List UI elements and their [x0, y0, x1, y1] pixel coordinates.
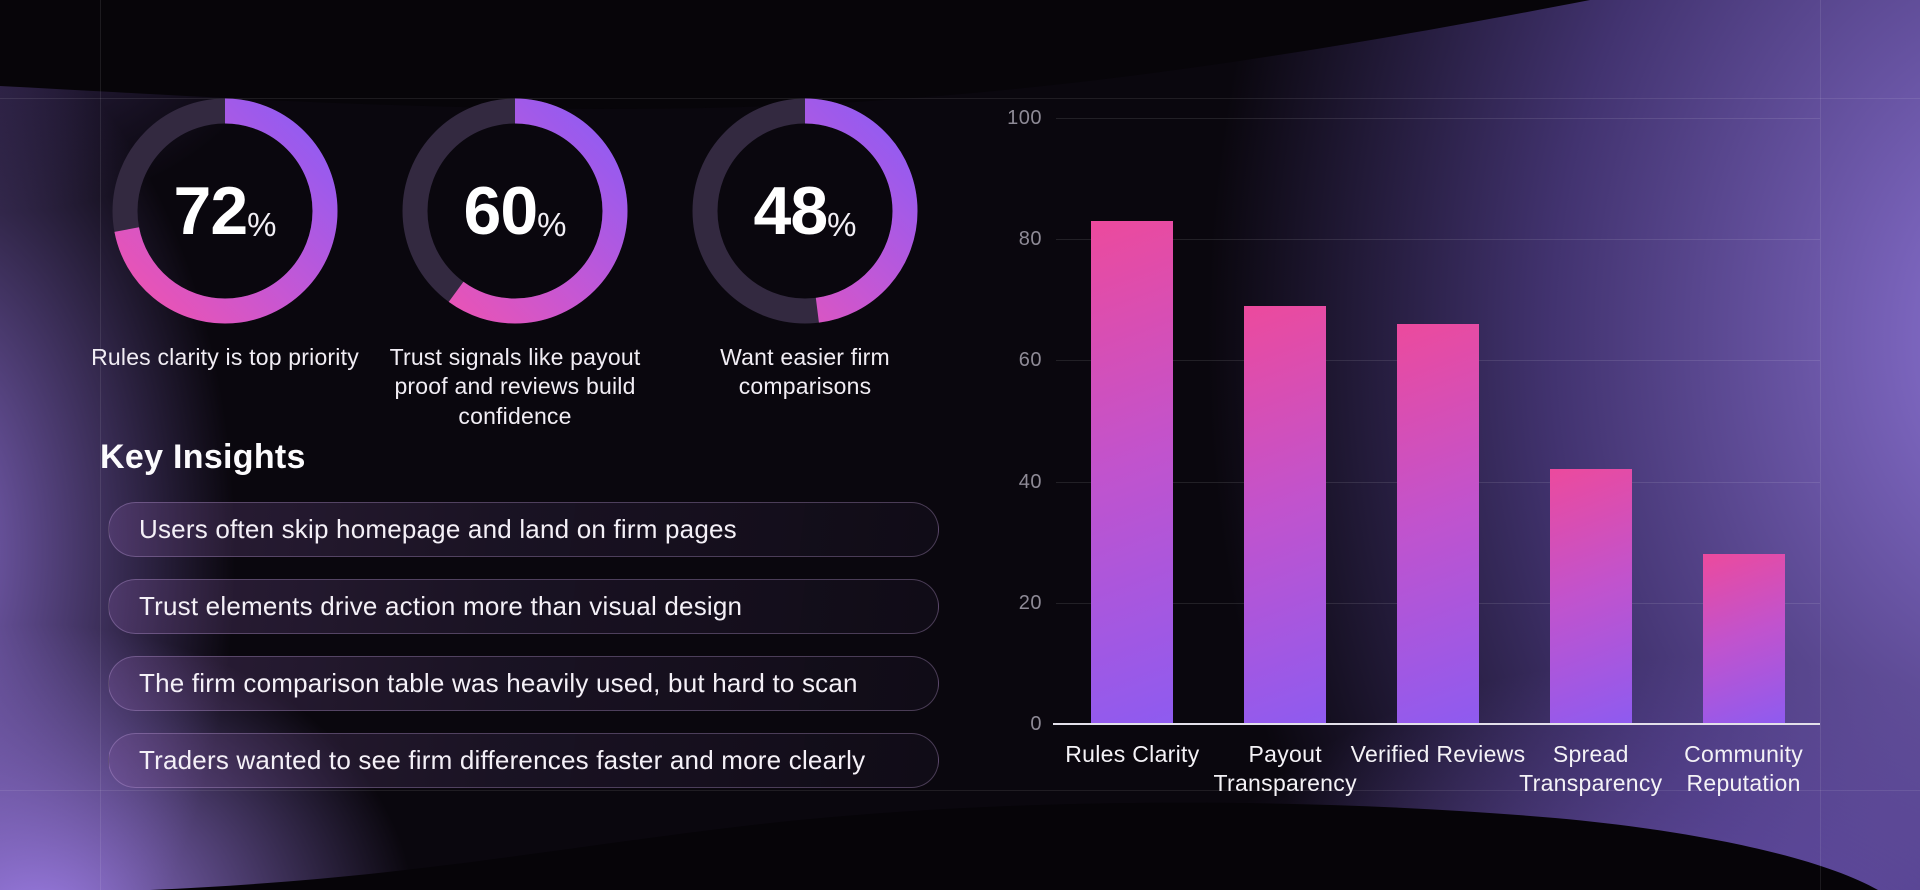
insight-text: Traders wanted to see firm differences f…	[139, 745, 866, 775]
donut-arc	[692, 98, 918, 324]
donut-percent-number: 60	[463, 173, 539, 249]
insight-text: Users often skip homepage and land on fi…	[139, 514, 737, 544]
bar	[1397, 324, 1479, 724]
insight-pill: Users often skip homepage and land on fi…	[108, 502, 939, 557]
insight-text: Trust elements drive action more than vi…	[139, 591, 743, 621]
insight-pill: Traders wanted to see firm differences f…	[108, 733, 939, 788]
bar	[1549, 469, 1632, 724]
x-axis-category-label: Verified Reviews	[1350, 741, 1526, 767]
insight-pill: Trust elements drive action more than vi…	[108, 579, 939, 634]
y-axis-tick-label: 20	[1018, 591, 1042, 614]
insight-pill: The firm comparison table was heavily us…	[108, 656, 939, 711]
donut-ring	[402, 98, 628, 324]
y-axis-tick-label: 0	[1030, 713, 1042, 735]
chart-gridline	[1056, 118, 1820, 119]
y-axis-tick-label: 80	[1018, 228, 1042, 251]
y-axis-tick-label: 100	[1007, 107, 1042, 129]
x-axis-category-label: Payout Transparency	[1213, 741, 1357, 796]
donut-stat: 48%	[685, 91, 925, 331]
donut-percent-number: 48	[753, 173, 829, 249]
frame-line-right	[1820, 0, 1821, 890]
x-axis-line	[1053, 723, 1820, 725]
donut-arc	[112, 98, 338, 324]
bar	[1702, 554, 1785, 724]
key-insights-title: Key Insights	[100, 438, 306, 476]
donut-percent-number: 72	[173, 173, 249, 249]
frame-line-bottom	[0, 790, 1920, 791]
donut-caption: Rules clarity is top priority	[91, 344, 359, 370]
donut-value: 60%	[395, 91, 635, 331]
donut-caption: Trust signals like payout proof and revi…	[389, 344, 641, 429]
donut-ring	[692, 98, 918, 324]
bar	[1244, 305, 1327, 724]
donut-percent-sign: %	[247, 205, 277, 243]
x-axis-category-label: Community Reputation	[1684, 741, 1804, 796]
donut-caption: Want easier firm comparisons	[720, 344, 890, 400]
donut-ring	[112, 98, 338, 324]
donut-value: 48%	[685, 91, 925, 331]
donut-percent-sign: %	[537, 205, 567, 243]
donut-stat: 60%	[395, 91, 635, 331]
bar	[1091, 221, 1174, 724]
insight-text: The firm comparison table was heavily us…	[139, 668, 858, 698]
y-axis-tick-label: 60	[1018, 349, 1042, 372]
x-axis-category-label: Rules Clarity	[1065, 741, 1200, 767]
chart-gridline	[1056, 239, 1820, 241]
frame-line-left	[100, 0, 101, 890]
x-axis-category-label: Spread Transparency	[1519, 741, 1663, 796]
donut-percent-sign: %	[827, 205, 857, 243]
donut-value: 72%	[105, 91, 345, 331]
donut-arc	[402, 98, 628, 324]
donut-stat: 72%	[105, 91, 345, 331]
y-axis-tick-label: 40	[1018, 470, 1042, 493]
